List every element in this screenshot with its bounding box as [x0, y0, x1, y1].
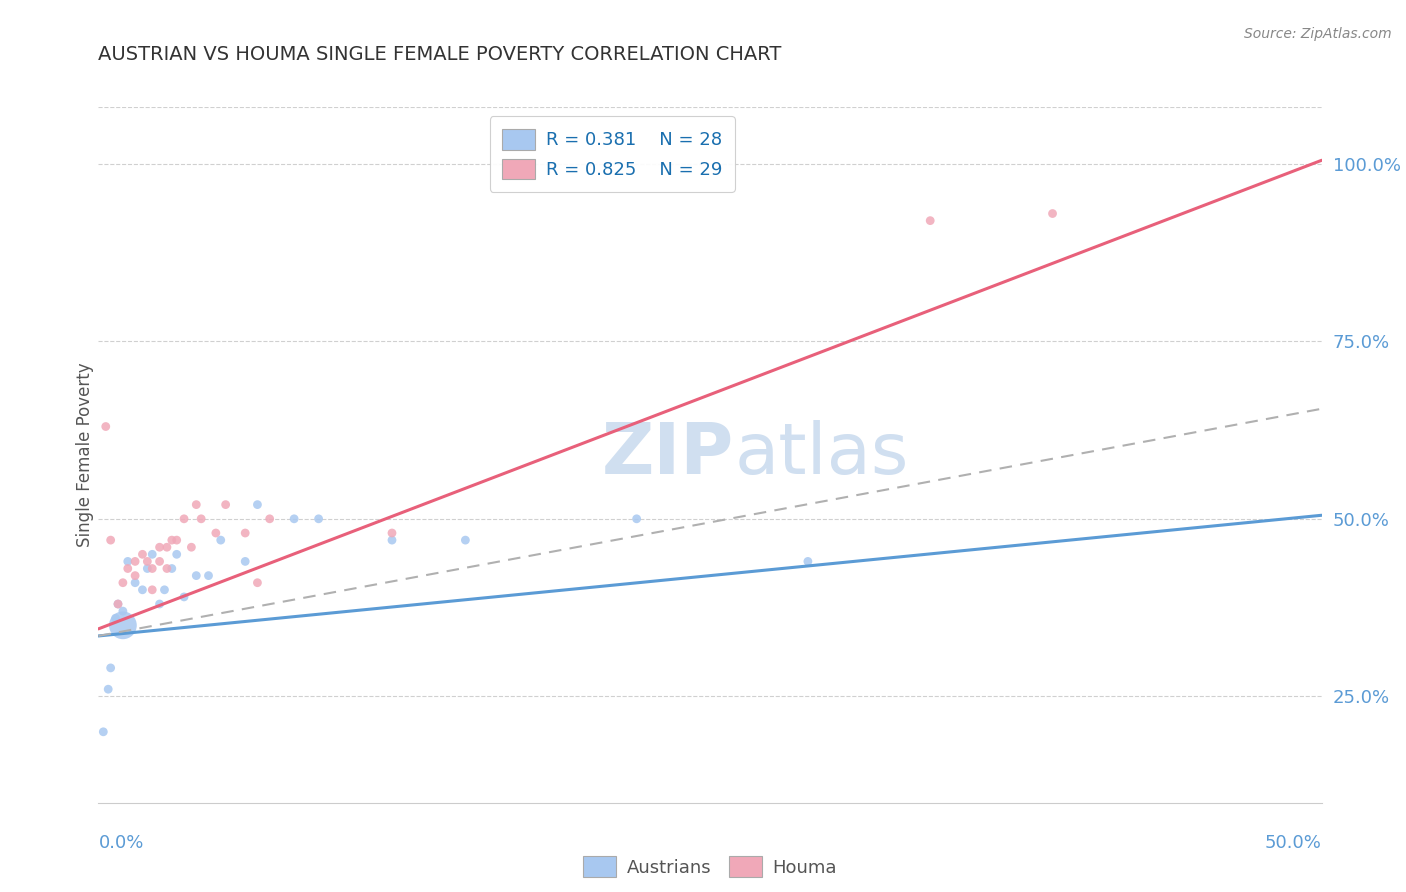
- Point: [186, 498, 208, 512]
- Point: [626, 512, 648, 526]
- Point: [173, 590, 195, 604]
- Point: [124, 575, 146, 590]
- Point: [107, 597, 129, 611]
- Point: [454, 533, 477, 548]
- Point: [153, 582, 176, 597]
- Point: [107, 597, 129, 611]
- Point: [246, 498, 269, 512]
- Point: [124, 554, 146, 568]
- Point: [797, 554, 820, 568]
- Text: ZIP: ZIP: [602, 420, 734, 490]
- Point: [136, 554, 159, 568]
- Point: [156, 540, 179, 554]
- Text: 0.0%: 0.0%: [98, 834, 143, 852]
- Point: [381, 533, 404, 548]
- Point: [160, 533, 183, 548]
- Point: [233, 554, 256, 568]
- Point: [283, 512, 305, 526]
- Point: [111, 618, 134, 632]
- Point: [160, 561, 183, 575]
- Point: [94, 419, 117, 434]
- Point: [141, 547, 163, 561]
- Point: [197, 568, 219, 582]
- Point: [190, 512, 212, 526]
- Point: [141, 561, 163, 575]
- Text: Source: ZipAtlas.com: Source: ZipAtlas.com: [1244, 27, 1392, 41]
- Point: [920, 213, 942, 227]
- Point: [124, 568, 146, 582]
- Point: [173, 512, 195, 526]
- Point: [149, 597, 172, 611]
- Point: [186, 568, 208, 582]
- Point: [1042, 206, 1064, 220]
- Point: [91, 724, 114, 739]
- Point: [149, 554, 172, 568]
- Point: [149, 540, 172, 554]
- Point: [100, 661, 122, 675]
- Point: [97, 682, 120, 697]
- Point: [100, 533, 122, 548]
- Text: atlas: atlas: [734, 420, 908, 490]
- Text: AUSTRIAN VS HOUMA SINGLE FEMALE POVERTY CORRELATION CHART: AUSTRIAN VS HOUMA SINGLE FEMALE POVERTY …: [98, 45, 782, 63]
- Point: [381, 526, 404, 541]
- Point: [214, 498, 236, 512]
- Point: [104, 611, 127, 625]
- Point: [166, 547, 188, 561]
- Y-axis label: Single Female Poverty: Single Female Poverty: [76, 363, 94, 547]
- Point: [136, 561, 159, 575]
- Point: [246, 575, 269, 590]
- Point: [131, 547, 153, 561]
- Point: [141, 582, 163, 597]
- Point: [180, 540, 202, 554]
- Point: [111, 575, 134, 590]
- Point: [117, 554, 139, 568]
- Point: [111, 604, 134, 618]
- Point: [209, 533, 232, 548]
- Point: [156, 561, 179, 575]
- Legend: Austrians, Houma: Austrians, Houma: [576, 849, 844, 884]
- Text: 50.0%: 50.0%: [1265, 834, 1322, 852]
- Point: [259, 512, 281, 526]
- Point: [308, 512, 330, 526]
- Point: [131, 582, 153, 597]
- Point: [233, 526, 256, 541]
- Point: [205, 526, 228, 541]
- Point: [166, 533, 188, 548]
- Point: [117, 561, 139, 575]
